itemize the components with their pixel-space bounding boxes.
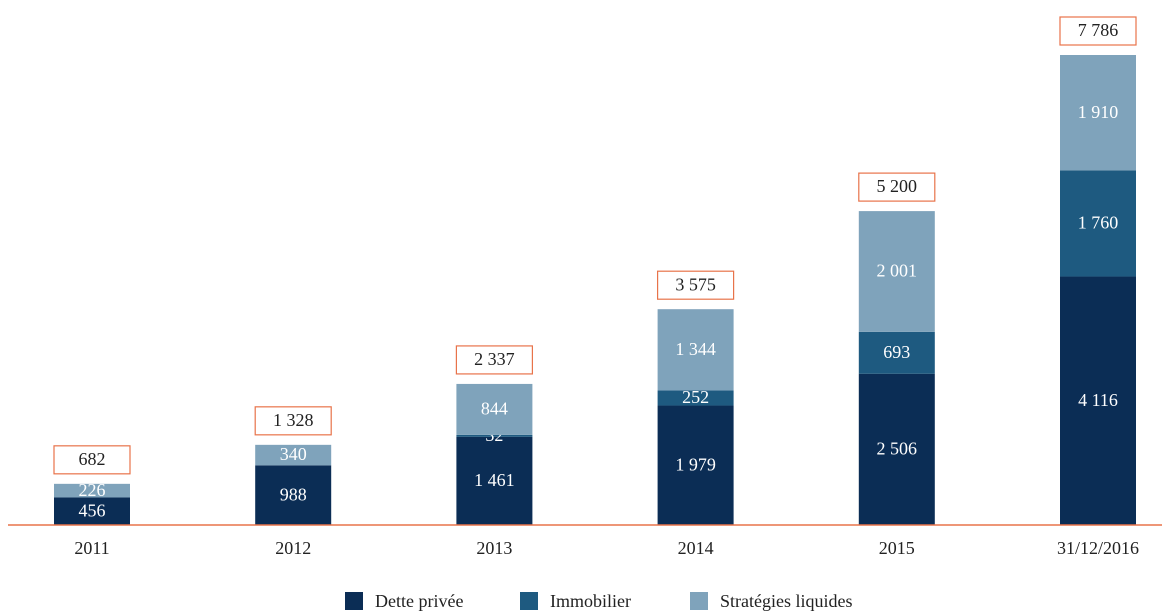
total-label: 682 [79,449,106,469]
bar-segment [858,331,935,374]
bar-segment [255,444,332,466]
value-label: 1 979 [675,454,716,474]
value-label: 1 910 [1078,102,1119,122]
total-label: 2 337 [474,349,515,369]
bar-segment [858,373,935,525]
value-label: 226 [79,480,106,500]
bar-segment [657,405,734,525]
bar-segment [657,390,734,406]
bar-segment [54,483,130,498]
legend-label: Stratégies liquides [720,591,852,611]
x-tick-label: 2012 [275,538,311,558]
bar-segment [456,436,533,525]
x-tick-label: 2014 [678,538,714,558]
value-label: 1 344 [675,339,716,359]
value-label: 1 461 [474,470,515,490]
bar-segment [456,434,533,437]
bar-segment [1060,170,1136,277]
total-box [53,445,131,475]
x-tick-label: 2013 [476,538,512,558]
x-tick-label: 2015 [879,538,915,558]
bar-segment [1060,55,1136,171]
bar-segment [54,497,130,525]
total-label: 1 328 [273,410,314,430]
total-box [1059,16,1137,46]
bar-segment [1060,276,1136,525]
value-label: 252 [682,387,709,407]
bar-segment [255,465,332,525]
total-box [656,270,735,300]
bar-segment [456,383,533,435]
total-box [455,345,533,375]
value-label: 693 [883,342,910,362]
value-label: 2 001 [877,261,918,281]
value-label: 340 [280,444,307,464]
value-label: 1 760 [1078,213,1119,233]
legend-swatch [520,592,538,610]
legend-swatch [345,592,363,610]
legend-swatch [690,592,708,610]
value-label: 844 [481,399,508,419]
legend-label: Dette privée [375,591,463,611]
total-label: 5 200 [877,176,918,196]
value-label: 2 506 [877,438,918,458]
total-box [254,406,332,436]
total-label: 3 575 [675,274,716,294]
value-label: 988 [280,484,307,504]
legend-label: Immobilier [550,591,631,611]
value-label: 456 [79,500,106,520]
total-label: 7 786 [1078,20,1119,40]
total-box [858,172,936,202]
x-tick-label: 2011 [74,538,109,558]
bar-segment [858,211,935,332]
bar-segment [657,309,734,391]
value-label: 4 116 [1078,390,1118,410]
x-tick-label: 31/12/2016 [1057,538,1139,558]
